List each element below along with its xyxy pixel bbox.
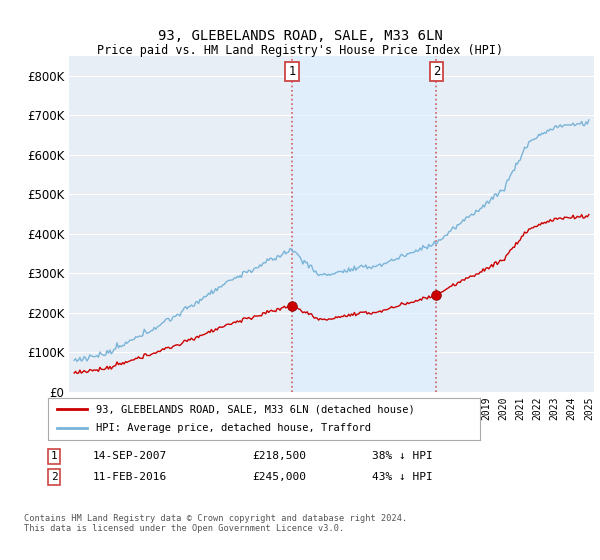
Text: 2: 2 <box>433 66 440 78</box>
Text: £218,500: £218,500 <box>252 451 306 461</box>
Text: £245,000: £245,000 <box>252 472 306 482</box>
Text: 93, GLEBELANDS ROAD, SALE, M33 6LN: 93, GLEBELANDS ROAD, SALE, M33 6LN <box>158 29 442 44</box>
Text: 43% ↓ HPI: 43% ↓ HPI <box>372 472 433 482</box>
Text: 11-FEB-2016: 11-FEB-2016 <box>93 472 167 482</box>
Text: HPI: Average price, detached house, Trafford: HPI: Average price, detached house, Traf… <box>95 423 371 433</box>
Text: 2: 2 <box>50 472 58 482</box>
Text: 1: 1 <box>289 66 296 78</box>
Text: 14-SEP-2007: 14-SEP-2007 <box>93 451 167 461</box>
Text: Price paid vs. HM Land Registry's House Price Index (HPI): Price paid vs. HM Land Registry's House … <box>97 44 503 57</box>
Text: 93, GLEBELANDS ROAD, SALE, M33 6LN (detached house): 93, GLEBELANDS ROAD, SALE, M33 6LN (deta… <box>95 404 414 414</box>
Text: Contains HM Land Registry data © Crown copyright and database right 2024.
This d: Contains HM Land Registry data © Crown c… <box>24 514 407 533</box>
Bar <box>292 56 436 392</box>
Text: 1: 1 <box>50 451 58 461</box>
Text: 38% ↓ HPI: 38% ↓ HPI <box>372 451 433 461</box>
